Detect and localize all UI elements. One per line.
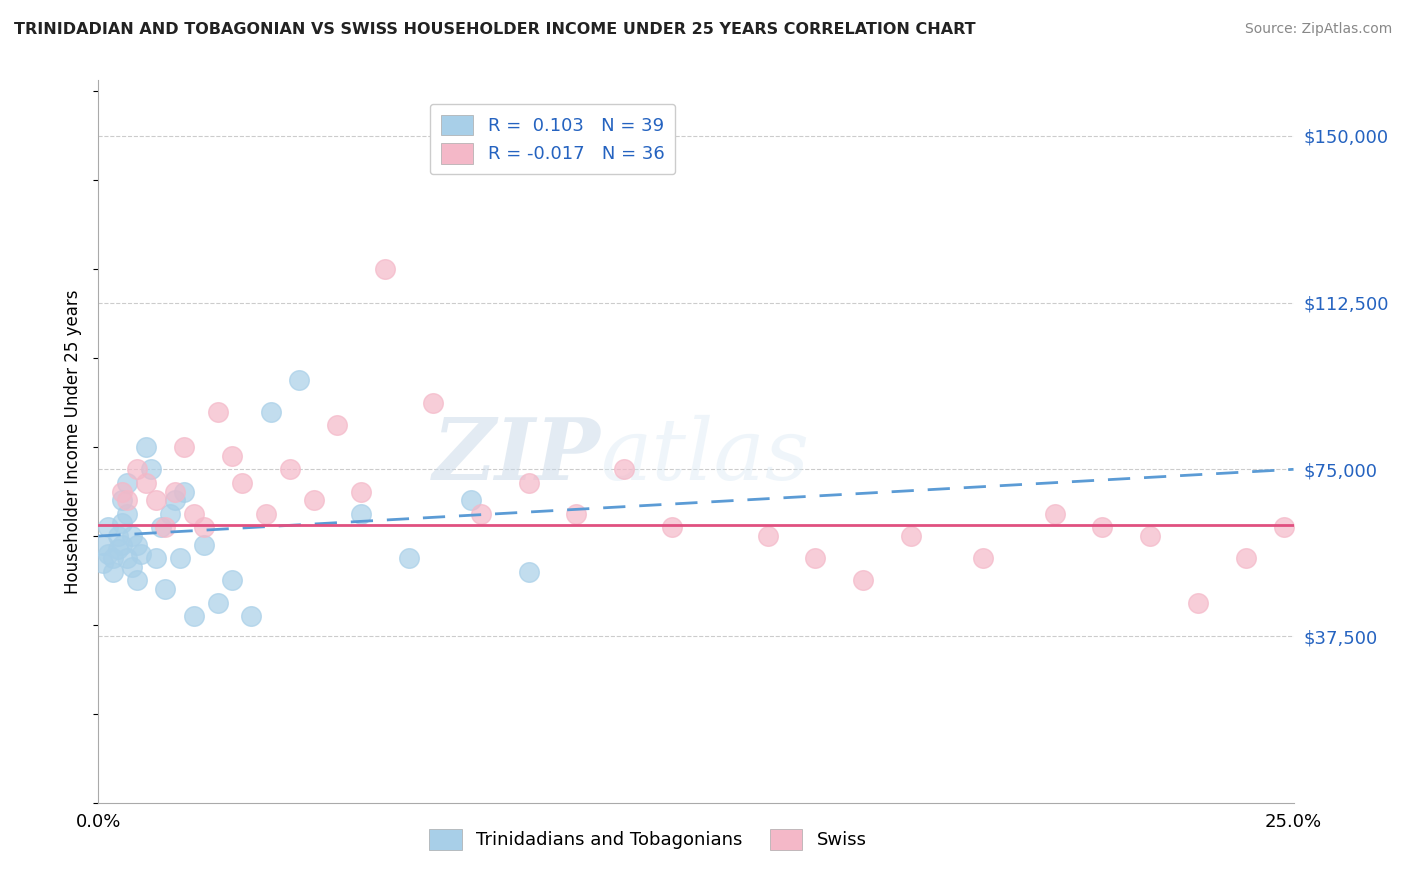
Point <box>1139 529 1161 543</box>
Point <box>131 547 153 561</box>
Point <box>163 484 186 499</box>
Point <box>193 520 215 534</box>
Point <box>101 565 124 579</box>
Point <box>517 565 540 579</box>
Point <box>183 507 205 521</box>
Point <box>183 609 205 624</box>
Point <box>115 493 138 508</box>
Point <box>1234 551 1257 566</box>
Point <box>115 475 138 490</box>
Point <box>115 507 138 521</box>
Point <box>111 538 134 552</box>
Point <box>101 551 124 566</box>
Point <box>398 551 420 566</box>
Point <box>254 507 277 521</box>
Point <box>173 440 195 454</box>
Point <box>149 520 172 534</box>
Point <box>470 507 492 521</box>
Point <box>326 417 349 432</box>
Point <box>111 484 134 499</box>
Point <box>107 529 129 543</box>
Point <box>159 507 181 521</box>
Point <box>91 538 114 552</box>
Point <box>111 516 134 530</box>
Point <box>460 493 482 508</box>
Point <box>1091 520 1114 534</box>
Point <box>350 507 373 521</box>
Point <box>97 520 120 534</box>
Point <box>422 395 444 409</box>
Point <box>661 520 683 534</box>
Point <box>155 582 177 597</box>
Point <box>121 560 143 574</box>
Point <box>259 404 281 418</box>
Point <box>135 440 157 454</box>
Text: atlas: atlas <box>600 415 810 498</box>
Point <box>125 538 148 552</box>
Point <box>1272 520 1295 534</box>
Point <box>221 449 243 463</box>
Point <box>173 484 195 499</box>
Point <box>278 462 301 476</box>
Text: Source: ZipAtlas.com: Source: ZipAtlas.com <box>1244 22 1392 37</box>
Point <box>240 609 263 624</box>
Point <box>221 574 243 588</box>
Point <box>565 507 588 521</box>
Point <box>804 551 827 566</box>
Point <box>125 462 148 476</box>
Point <box>288 373 311 387</box>
Point <box>517 475 540 490</box>
Point <box>756 529 779 543</box>
Point <box>107 542 129 557</box>
Text: TRINIDADIAN AND TOBAGONIAN VS SWISS HOUSEHOLDER INCOME UNDER 25 YEARS CORRELATIO: TRINIDADIAN AND TOBAGONIAN VS SWISS HOUS… <box>14 22 976 37</box>
Y-axis label: Householder Income Under 25 years: Householder Income Under 25 years <box>65 289 83 594</box>
Point <box>115 551 138 566</box>
Point <box>972 551 994 566</box>
Point <box>207 404 229 418</box>
Point <box>852 574 875 588</box>
Point <box>900 529 922 543</box>
Point <box>1187 596 1209 610</box>
Point <box>169 551 191 566</box>
Point <box>231 475 253 490</box>
Point <box>145 551 167 566</box>
Point <box>155 520 177 534</box>
Point <box>139 462 162 476</box>
Text: ZIP: ZIP <box>433 414 600 498</box>
Point <box>111 493 134 508</box>
Point <box>350 484 373 499</box>
Point <box>145 493 167 508</box>
Point <box>193 538 215 552</box>
Point <box>1043 507 1066 521</box>
Point <box>207 596 229 610</box>
Point <box>97 547 120 561</box>
Point <box>125 574 148 588</box>
Point <box>613 462 636 476</box>
Point <box>121 529 143 543</box>
Point <box>302 493 325 508</box>
Legend: Trinidadians and Tobagonians, Swiss: Trinidadians and Tobagonians, Swiss <box>420 820 876 859</box>
Point <box>91 556 114 570</box>
Point <box>163 493 186 508</box>
Point <box>374 262 396 277</box>
Point <box>135 475 157 490</box>
